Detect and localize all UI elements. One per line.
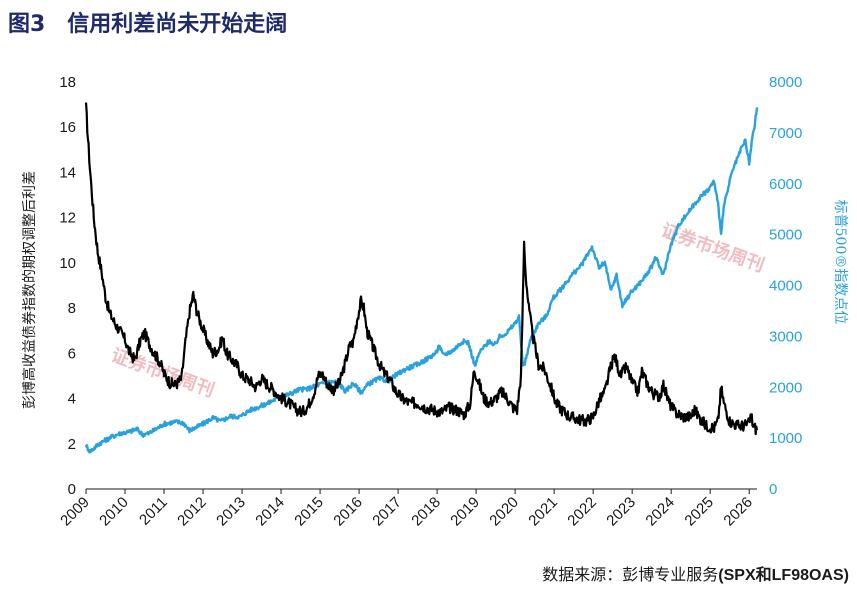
spread-series-line xyxy=(84,102,759,436)
right-tick-label: 8000 xyxy=(769,74,802,91)
left-tick-label: 2 xyxy=(68,436,76,453)
right-tick-label: 0 xyxy=(769,481,777,498)
figure-title: 图3 信用利差尚未开始走阔 xyxy=(8,12,288,37)
x-tick-label: 2013 xyxy=(213,494,249,530)
left-axis-ticks: 0 2 4 6 8 10 12 14 16 18 xyxy=(59,74,76,498)
x-tick-label: 2026 xyxy=(720,494,756,530)
right-tick-label: 2000 xyxy=(769,379,802,396)
x-tick-label: 2019 xyxy=(447,494,483,530)
x-tick-label: 2025 xyxy=(681,494,717,530)
source-codes: (SPX和LF98OAS) xyxy=(718,567,849,584)
right-tick-label: 7000 xyxy=(769,125,802,142)
x-tick-label: 2024 xyxy=(642,494,678,530)
left-tick-label: 0 xyxy=(68,481,76,498)
left-tick-label: 8 xyxy=(68,300,76,317)
x-tick-label: 2009 xyxy=(57,494,93,530)
x-tick-label: 2016 xyxy=(330,494,366,530)
left-tick-label: 6 xyxy=(68,345,76,362)
source-text: 数据来源：彭博专业服务 xyxy=(542,565,719,584)
right-tick-label: 6000 xyxy=(769,176,802,193)
right-axis-ticks: 0 1000 2000 3000 4000 5000 6000 7000 8000 xyxy=(769,74,802,498)
right-tick-label: 5000 xyxy=(769,227,802,244)
left-tick-label: 4 xyxy=(68,391,76,408)
series-layer xyxy=(84,102,759,454)
x-tick-label: 2017 xyxy=(369,494,405,530)
right-tick-label: 3000 xyxy=(769,328,802,345)
x-axis-ticks: 2009 2010 2011 2012 2013 2014 2015 2016 2017 2018… xyxy=(57,489,756,529)
x-tick-label: 2022 xyxy=(564,494,600,530)
right-tick-label: 1000 xyxy=(769,430,802,447)
left-tick-label: 16 xyxy=(59,119,76,136)
left-axis-label: 彭博高收益债券指数的期权调整后利差 xyxy=(21,171,38,409)
x-tick-label: 2023 xyxy=(603,494,639,530)
x-tick-label: 2015 xyxy=(291,494,327,530)
left-tick-label: 18 xyxy=(59,74,76,91)
left-tick-label: 12 xyxy=(59,210,76,227)
spx-series-line xyxy=(84,107,759,454)
x-tick-label: 2021 xyxy=(525,494,561,530)
left-tick-label: 10 xyxy=(59,255,76,272)
watermark-text: 证券市场周刊 xyxy=(658,219,767,277)
source-note: 数据来源：彭博专业服务(SPX和LF98OAS) xyxy=(542,561,849,585)
x-tick-label: 2018 xyxy=(408,494,444,530)
right-tick-label: 4000 xyxy=(769,278,802,295)
x-tick-label: 2011 xyxy=(136,494,171,529)
right-axis-label: 标普500®指数点位 xyxy=(832,200,848,325)
x-tick-label: 2020 xyxy=(486,494,522,530)
x-tick-label: 2014 xyxy=(252,494,288,530)
left-tick-label: 14 xyxy=(59,164,76,181)
x-tick-label: 2010 xyxy=(96,494,132,530)
x-tick-label: 2012 xyxy=(174,494,210,530)
